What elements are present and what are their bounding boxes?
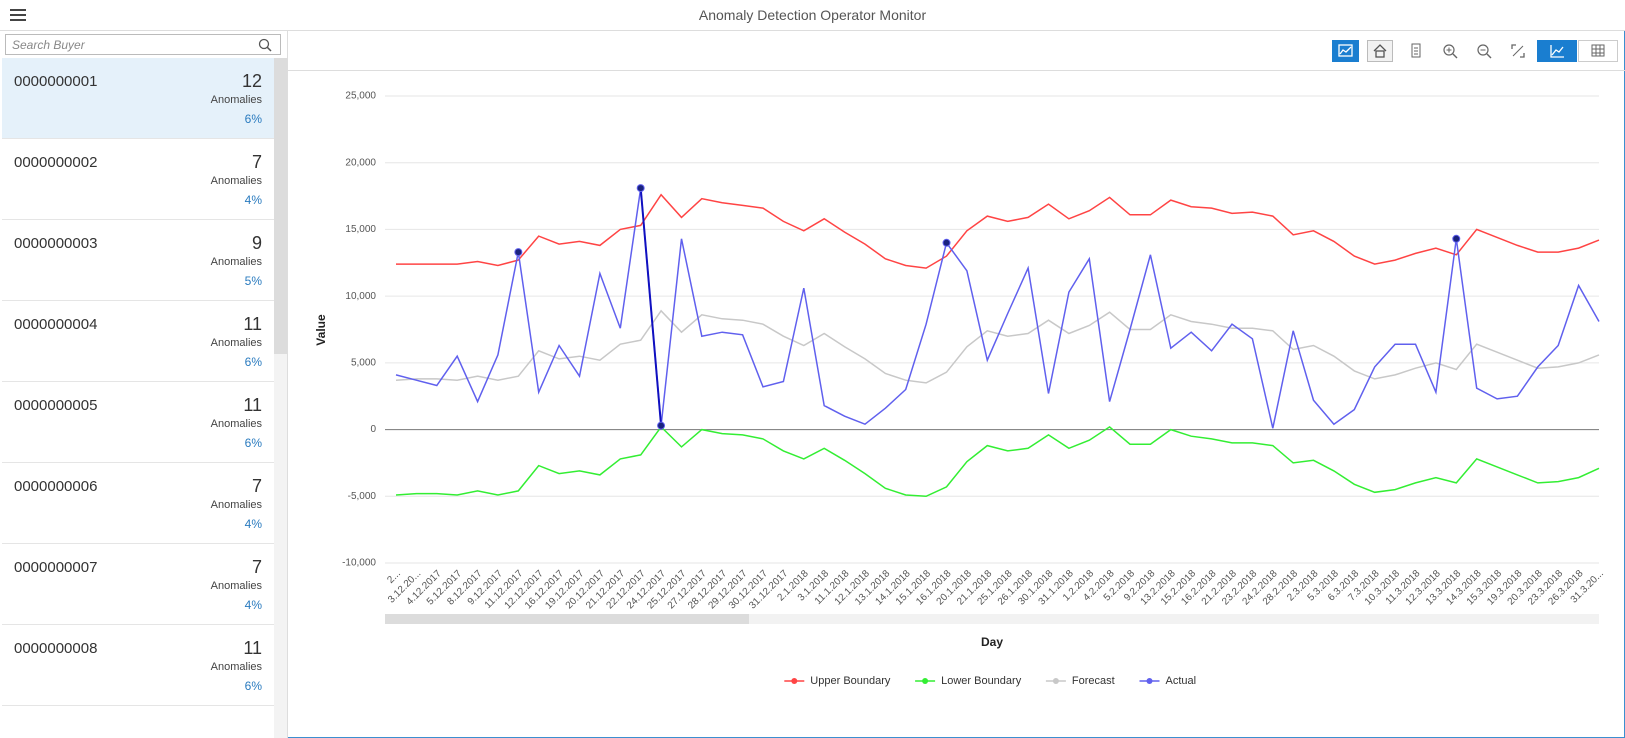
home-button[interactable] — [1367, 40, 1393, 62]
anomaly-count: 7 — [251, 152, 262, 172]
buyer-item[interactable]: 0000000008 11 Anomalies 6% — [2, 625, 274, 706]
buyer-item[interactable]: 0000000003 9 Anomalies 5% — [2, 220, 274, 301]
buyer-id: 0000000004 — [14, 316, 98, 333]
table-view-button[interactable] — [1578, 40, 1618, 62]
anomaly-count: 11 — [243, 638, 262, 658]
count-label: Anomalies — [210, 661, 262, 673]
count-label: Anomalies — [210, 256, 262, 268]
fullscreen-button[interactable] — [1507, 40, 1529, 62]
zoom-in-button[interactable] — [1439, 40, 1461, 62]
zoom-out-button[interactable] — [1473, 40, 1495, 62]
anomaly-share: 5% — [244, 274, 262, 288]
buyer-id: 0000000003 — [14, 235, 98, 252]
anomaly-count: 11 — [243, 314, 262, 334]
buyer-id: 0000000006 — [14, 478, 98, 495]
details-button[interactable] — [1405, 40, 1427, 62]
anomaly-count: 7 — [251, 476, 262, 496]
buyer-item[interactable]: 0000000005 11 Anomalies 6% — [2, 382, 274, 463]
buyer-item[interactable]: 0000000007 7 Anomalies 4% — [2, 544, 274, 625]
buyer-id: 0000000002 — [14, 154, 98, 171]
anomaly-count: 11 — [243, 395, 262, 415]
anomaly-share: 6% — [244, 679, 262, 693]
app-title: Anomaly Detection Operator Monitor — [698, 7, 927, 23]
anomaly-share: 6% — [244, 112, 262, 126]
count-label: Anomalies — [210, 175, 262, 187]
count-label: Anomalies — [210, 94, 262, 106]
buyer-item[interactable]: 0000000004 11 Anomalies 6% — [2, 301, 274, 382]
buyer-item[interactable]: 0000000001 12 Anomalies 6% — [2, 58, 274, 139]
buyer-id: 0000000007 — [14, 559, 98, 576]
buyer-id: 0000000008 — [14, 640, 98, 657]
count-label: Anomalies — [210, 499, 262, 511]
buyer-list: 0000000001 12 Anomalies 6% 0000000002 7 Anomal… — [2, 58, 274, 706]
anomaly-share: 6% — [244, 355, 262, 369]
buyer-id: 0000000005 — [14, 397, 98, 414]
buyer-id: 0000000001 — [14, 73, 98, 90]
header: Anomaly Detection Operator Monitor — [0, 0, 1625, 31]
buyer-item[interactable]: 0000000006 7 Anomalies 4% — [2, 463, 274, 544]
menu-button[interactable] — [10, 9, 26, 21]
anomaly-share: 6% — [244, 436, 262, 450]
search-field[interactable]: Search Buyer — [5, 34, 281, 55]
anomaly-count: 12 — [241, 71, 262, 91]
chart-view-button[interactable] — [1537, 40, 1577, 62]
anomaly-share: 4% — [244, 193, 262, 207]
anomaly-share: 4% — [244, 517, 262, 531]
count-label: Anomalies — [210, 418, 262, 430]
search-icon[interactable] — [258, 38, 272, 52]
anomaly-share: 4% — [244, 598, 262, 612]
count-label: Anomalies — [210, 337, 262, 349]
buyer-panel: Search Buyer 0000000001 12 Anomalies 6% 0000… — [0, 31, 288, 738]
buyer-item[interactable]: 0000000002 7 Anomalies 4% — [2, 139, 274, 220]
anomaly-count: 7 — [251, 557, 262, 577]
anomaly-button[interactable] — [1332, 40, 1359, 62]
count-label: Anomalies — [210, 580, 262, 592]
scroll-thumb[interactable] — [274, 58, 287, 354]
anomaly-count: 9 — [251, 233, 262, 253]
search-placeholder: Search Buyer — [12, 38, 85, 52]
toolbar — [288, 31, 1625, 71]
